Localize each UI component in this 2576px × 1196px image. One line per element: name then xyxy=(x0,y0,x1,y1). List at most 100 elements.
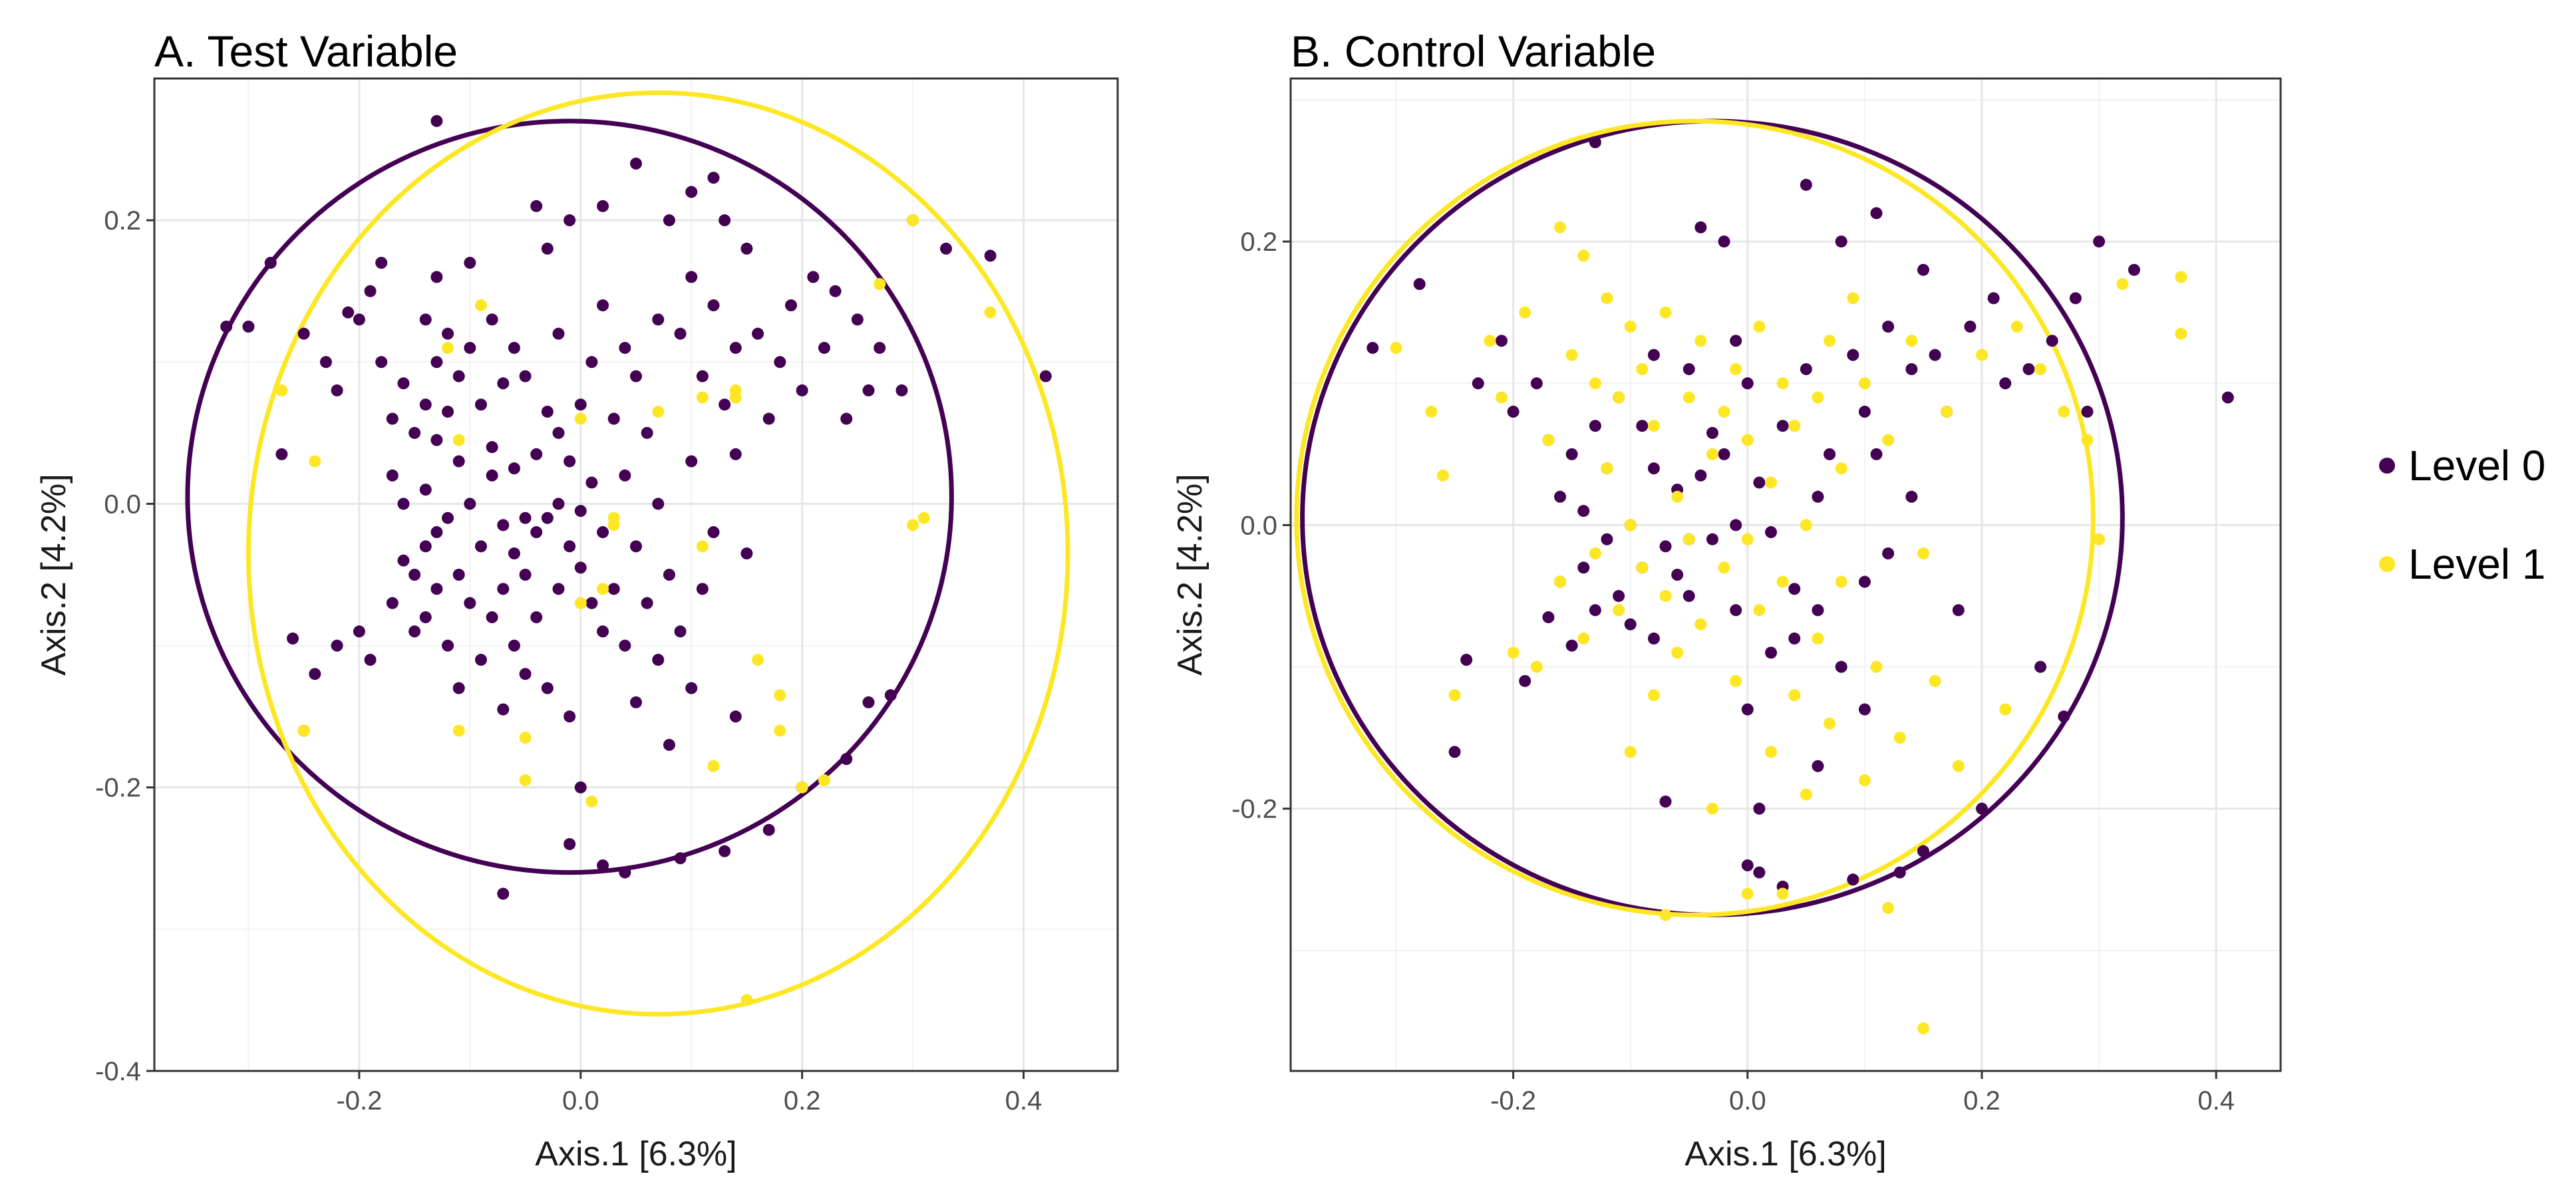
point-level-0 xyxy=(1964,321,1977,333)
point-level-0 xyxy=(1589,136,1601,148)
point-level-0 xyxy=(607,583,620,595)
point-level-0 xyxy=(1542,611,1555,623)
point-level-1 xyxy=(1718,561,1730,574)
point-level-0 xyxy=(530,448,543,460)
point-level-1 xyxy=(1601,292,1613,305)
point-level-0 xyxy=(574,561,587,574)
point-level-0 xyxy=(297,327,310,340)
point-level-1 xyxy=(1436,469,1449,482)
point-level-0 xyxy=(1565,448,1578,460)
point-level-0 xyxy=(707,172,720,184)
point-level-0 xyxy=(1858,405,1871,418)
point-level-0 xyxy=(674,852,687,865)
point-level-0 xyxy=(1694,221,1707,233)
point-level-1 xyxy=(2081,434,2094,446)
point-level-0 xyxy=(597,299,609,312)
point-level-0 xyxy=(486,611,498,623)
point-level-0 xyxy=(729,710,742,723)
point-level-0 xyxy=(1039,370,1052,382)
point-level-0 xyxy=(464,341,476,354)
point-level-0 xyxy=(585,356,598,369)
point-level-0 xyxy=(1847,873,1859,886)
point-level-0 xyxy=(1882,321,1895,333)
point-level-0 xyxy=(552,583,565,595)
point-level-1 xyxy=(1999,703,2012,716)
point-level-0 xyxy=(2093,235,2106,248)
point-level-1 xyxy=(1647,420,1660,432)
point-level-0 xyxy=(508,341,520,354)
point-level-0 xyxy=(1706,426,1718,439)
point-level-0 xyxy=(729,448,742,460)
point-level-0 xyxy=(597,526,609,539)
panel-a-points xyxy=(220,114,1052,1006)
point-level-0 xyxy=(419,611,432,623)
point-level-0 xyxy=(1613,589,1625,602)
point-level-1 xyxy=(297,724,310,737)
point-level-0 xyxy=(1565,639,1578,652)
point-level-0 xyxy=(319,356,332,369)
point-level-0 xyxy=(619,639,631,652)
point-level-1 xyxy=(1647,689,1660,702)
point-level-1 xyxy=(796,781,808,794)
point-level-1 xyxy=(2011,321,2023,333)
point-level-0 xyxy=(452,455,465,468)
point-level-0 xyxy=(519,668,532,680)
point-level-0 xyxy=(884,689,897,702)
point-level-0 xyxy=(685,186,698,198)
point-level-0 xyxy=(607,412,620,425)
point-level-0 xyxy=(464,597,476,609)
point-level-0 xyxy=(685,271,698,283)
point-level-0 xyxy=(564,214,576,227)
point-level-1 xyxy=(1659,909,1672,921)
point-level-0 xyxy=(1824,448,1836,460)
point-level-0 xyxy=(2022,363,2035,375)
point-level-1 xyxy=(696,391,709,404)
point-level-0 xyxy=(464,498,476,510)
point-level-1 xyxy=(1694,618,1707,631)
point-level-0 xyxy=(641,597,653,609)
point-level-0 xyxy=(486,469,498,482)
point-level-1 xyxy=(1788,420,1801,432)
point-level-0 xyxy=(585,476,598,489)
point-level-0 xyxy=(785,299,798,312)
point-level-1 xyxy=(2034,363,2047,375)
point-level-0 xyxy=(1800,178,1812,191)
point-level-0 xyxy=(2069,292,2082,305)
panel-b-points xyxy=(1367,136,2234,1035)
panel-b-x-axis-title: Axis.1 [6.3%] xyxy=(1685,1135,1886,1173)
point-level-1 xyxy=(1776,575,1789,588)
point-level-1 xyxy=(1975,349,1988,361)
point-level-1 xyxy=(1706,802,1718,815)
panel-b-grid xyxy=(1291,78,2281,1071)
point-level-0 xyxy=(408,426,421,439)
point-level-0 xyxy=(331,639,343,652)
legend-label-level-1: Level 1 xyxy=(2408,540,2545,588)
point-level-0 xyxy=(452,569,465,581)
point-level-0 xyxy=(585,597,598,609)
point-level-0 xyxy=(1671,569,1684,581)
point-level-1 xyxy=(1554,575,1567,588)
point-level-0 xyxy=(762,823,775,836)
panel-a-y-axis-title: Axis.2 [4.2%] xyxy=(35,474,73,675)
point-level-1 xyxy=(1788,689,1801,702)
point-level-0 xyxy=(752,327,764,340)
point-level-0 xyxy=(486,441,498,454)
point-level-1 xyxy=(1495,391,1508,404)
point-level-1 xyxy=(1917,547,1929,560)
point-level-1 xyxy=(2116,278,2129,291)
point-level-1 xyxy=(1753,604,1766,617)
point-level-0 xyxy=(419,484,432,496)
point-level-1 xyxy=(1718,405,1730,418)
point-level-0 xyxy=(874,341,886,354)
point-level-0 xyxy=(685,682,698,694)
point-level-1 xyxy=(1776,377,1789,390)
point-level-1 xyxy=(1624,519,1637,531)
point-level-0 xyxy=(862,384,875,396)
point-level-0 xyxy=(1367,341,1379,354)
point-level-0 xyxy=(762,412,775,425)
point-level-0 xyxy=(597,200,609,212)
point-level-0 xyxy=(1764,526,1777,539)
point-level-0 xyxy=(619,341,631,354)
point-level-0 xyxy=(419,313,432,326)
point-level-0 xyxy=(497,887,510,900)
